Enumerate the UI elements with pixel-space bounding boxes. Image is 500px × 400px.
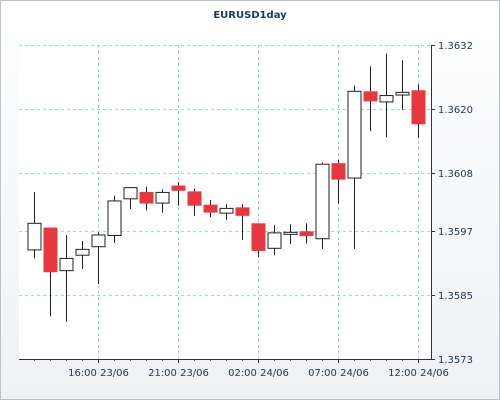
plot-area: [19, 45, 431, 359]
x-tick-label: 12:00 24/06: [388, 368, 449, 379]
x-tick-label: 16:00 23/06: [68, 368, 129, 379]
candle-body-down: [171, 185, 186, 191]
candle-body-up: [315, 163, 330, 240]
x-tick-label: 07:00 24/06: [308, 368, 369, 379]
candle-body-down: [299, 231, 314, 237]
y-tick-label: 1.3620: [438, 105, 473, 116]
candle-body-up: [219, 207, 234, 214]
candle-body-down: [139, 191, 154, 204]
candle-body-up: [75, 248, 90, 256]
candle-body-up: [347, 90, 362, 179]
candle-body-up: [27, 222, 42, 251]
y-tick-label: 1.3608: [438, 169, 473, 180]
candle-body-down: [363, 91, 378, 102]
y-tick-label: 1.3632: [438, 41, 473, 52]
candle-body-up: [91, 234, 106, 248]
candle-body-down: [235, 207, 250, 216]
x-tick-label: 02:00 24/06: [228, 368, 289, 379]
y-tick-label: 1.3597: [438, 227, 473, 238]
x-tick-label: 21:00 23/06: [148, 368, 209, 379]
candle-body-down: [187, 191, 202, 206]
candle-body-up: [107, 200, 122, 237]
candle-body-down: [331, 163, 346, 180]
candle-body-up: [379, 95, 394, 103]
chart-title: EURUSD1day: [213, 10, 287, 21]
candle-body-up: [395, 91, 410, 96]
candle-body-down: [251, 223, 266, 251]
candle-body-down: [203, 204, 218, 213]
candle-body-up: [267, 232, 282, 249]
candle-body-up: [283, 231, 298, 235]
candle-body-down: [43, 227, 58, 273]
y-tick-label: 1.3585: [438, 291, 473, 302]
candle-body-up: [155, 191, 170, 204]
candle-body-up: [123, 187, 138, 200]
y-tick-label: 1.3573: [438, 355, 473, 366]
candle-body-up: [59, 257, 74, 272]
candle-body-down: [411, 90, 426, 125]
